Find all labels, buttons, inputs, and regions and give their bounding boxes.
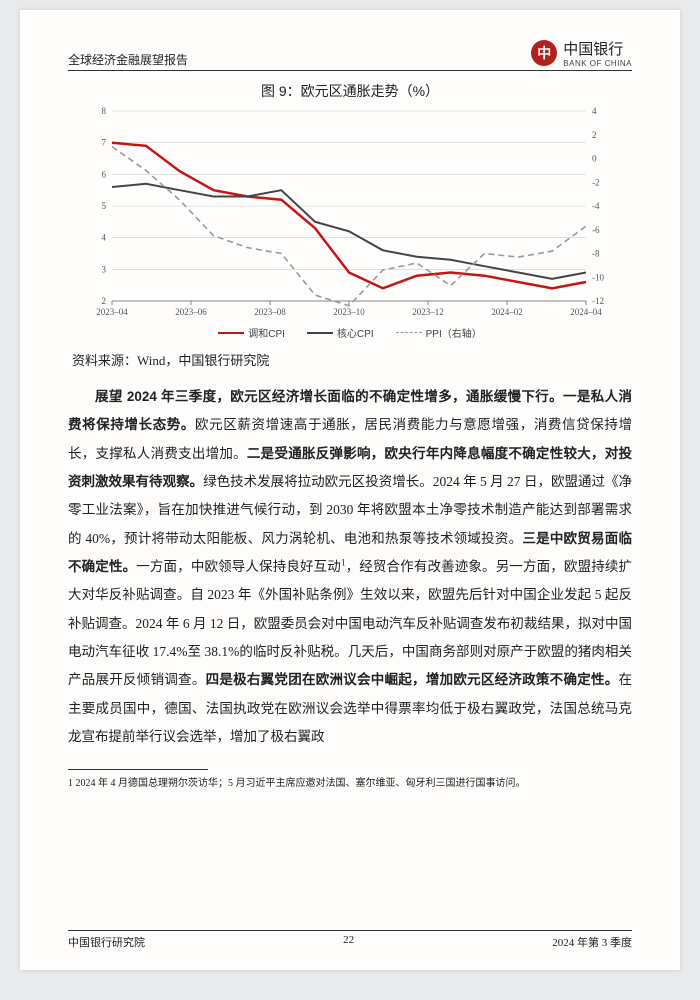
svg-text:2024–02: 2024–02 — [491, 307, 523, 317]
svg-text:2024–04: 2024–04 — [570, 307, 602, 317]
bank-name-en: BANK OF CHINA — [563, 59, 632, 68]
svg-text:3: 3 — [102, 264, 107, 274]
svg-text:0: 0 — [592, 154, 597, 164]
svg-text:2023–06: 2023–06 — [175, 307, 207, 317]
bank-logo-block: 中 中国银行 BANK OF CHINA — [531, 38, 632, 68]
svg-text:2023–10: 2023–10 — [333, 307, 365, 317]
report-title: 全球经济金融展望报告 — [68, 51, 188, 68]
svg-text:2: 2 — [592, 130, 597, 140]
svg-text:-6: -6 — [592, 225, 600, 235]
svg-text:8: 8 — [102, 106, 107, 116]
svg-text:4: 4 — [102, 233, 107, 243]
svg-text:2023–08: 2023–08 — [254, 307, 286, 317]
page-header: 全球经济金融展望报告 中 中国银行 BANK OF CHINA — [68, 38, 632, 71]
footer-right: 2024 年第 3 季度 — [552, 934, 632, 950]
svg-text:-4: -4 — [592, 201, 600, 211]
svg-text:2: 2 — [102, 296, 107, 306]
inflation-chart: 2 3 4 5 6 7 8 -12 -10 -8 -6 -4 -2 0 2 4 2023–04 2023–06 20… — [80, 103, 620, 323]
chart-legend: 调和CPI 核心CPI PPI（右轴） — [80, 325, 620, 340]
svg-text:-10: -10 — [592, 272, 604, 282]
body-paragraph: 展望 2024 年三季度，欧元区经济增长面临的不确定性增多，通胀缓慢下行。一是私… — [68, 383, 632, 751]
legend-item: 调和CPI — [218, 325, 285, 340]
svg-text:5: 5 — [102, 201, 107, 211]
svg-text:6: 6 — [102, 169, 107, 179]
chart-title: 图 9：欧元区通胀走势（%） — [68, 81, 632, 101]
page-footer: 中国银行研究院 22 2024 年第 3 季度 — [68, 930, 632, 950]
legend-item: PPI（右轴） — [396, 325, 482, 340]
footer-left: 中国银行研究院 — [68, 934, 145, 950]
footer-page: 22 — [343, 934, 354, 950]
chart-container: 2 3 4 5 6 7 8 -12 -10 -8 -6 -4 -2 0 2 4 2023–04 2023–06 20… — [80, 103, 620, 340]
svg-text:2023–12: 2023–12 — [412, 307, 444, 317]
svg-text:2023–04: 2023–04 — [96, 307, 128, 317]
footnote-text: 1 2024 年 4 月德国总理朔尔茨访华；5 月习近平主席应邀对法国、塞尔维亚… — [68, 774, 632, 789]
chart-source: 资料来源：Wind，中国银行研究院 — [72, 350, 632, 369]
footnote-separator — [68, 769, 208, 770]
svg-text:7: 7 — [102, 138, 107, 148]
legend-item: 核心CPI — [307, 325, 374, 340]
svg-text:-8: -8 — [592, 249, 600, 259]
boc-logo-icon: 中 — [531, 40, 557, 66]
bank-name-cn: 中国银行 — [563, 42, 623, 58]
svg-text:4: 4 — [592, 106, 597, 116]
page: 全球经济金融展望报告 中 中国银行 BANK OF CHINA 图 9：欧元区通… — [20, 10, 680, 970]
svg-text:-12: -12 — [592, 296, 604, 306]
svg-text:-2: -2 — [592, 177, 600, 187]
